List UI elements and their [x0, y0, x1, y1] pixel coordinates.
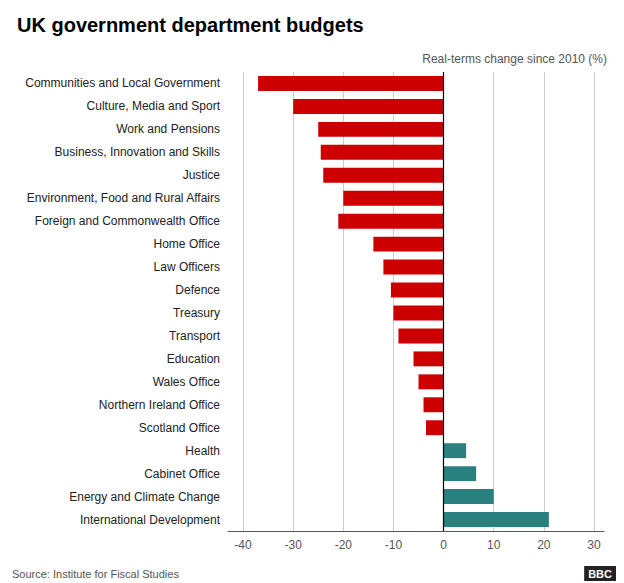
svg-text:Energy and Climate Change: Energy and Climate Change — [69, 490, 220, 504]
svg-text:Justice: Justice — [183, 168, 221, 182]
svg-text:International Development: International Development — [80, 513, 221, 527]
svg-text:Scotland Office: Scotland Office — [139, 421, 220, 435]
svg-text:Work and Pensions: Work and Pensions — [116, 122, 220, 136]
svg-text:Transport: Transport — [169, 329, 221, 343]
svg-text:20: 20 — [537, 538, 551, 552]
svg-text:UK government department budge: UK government department budgets — [17, 14, 364, 36]
svg-text:Culture, Media and Sport: Culture, Media and Sport — [87, 99, 221, 113]
svg-text:Communities and Local Governme: Communities and Local Government — [25, 76, 220, 90]
svg-text:Foreign and Commonwealth Offic: Foreign and Commonwealth Office — [35, 214, 221, 228]
svg-text:Environment, Food and Rural Af: Environment, Food and Rural Affairs — [27, 191, 220, 205]
svg-text:0: 0 — [440, 538, 447, 552]
svg-text:Source: Institute for Fiscal S: Source: Institute for Fiscal Studies — [12, 568, 179, 580]
svg-text:Law Officers: Law Officers — [154, 260, 220, 274]
svg-text:-20: -20 — [335, 538, 353, 552]
svg-text:10: 10 — [487, 538, 501, 552]
svg-text:-40: -40 — [234, 538, 252, 552]
svg-text:-10: -10 — [385, 538, 403, 552]
svg-text:Northern Ireland Office: Northern Ireland Office — [99, 398, 220, 412]
svg-text:Health: Health — [185, 444, 220, 458]
svg-text:Defence: Defence — [175, 283, 220, 297]
svg-text:Business, Innovation and Skill: Business, Innovation and Skills — [55, 145, 220, 159]
svg-text:Wales Office: Wales Office — [153, 375, 221, 389]
svg-text:Cabinet Office: Cabinet Office — [144, 467, 220, 481]
svg-text:Home Office: Home Office — [154, 237, 221, 251]
svg-text:30: 30 — [587, 538, 601, 552]
svg-text:Education: Education — [167, 352, 220, 366]
svg-text:BBC: BBC — [588, 568, 612, 580]
svg-text:Treasury: Treasury — [173, 306, 220, 320]
svg-text:Real-terms change since 2010 (: Real-terms change since 2010 (%) — [422, 52, 607, 66]
svg-text:-30: -30 — [285, 538, 303, 552]
